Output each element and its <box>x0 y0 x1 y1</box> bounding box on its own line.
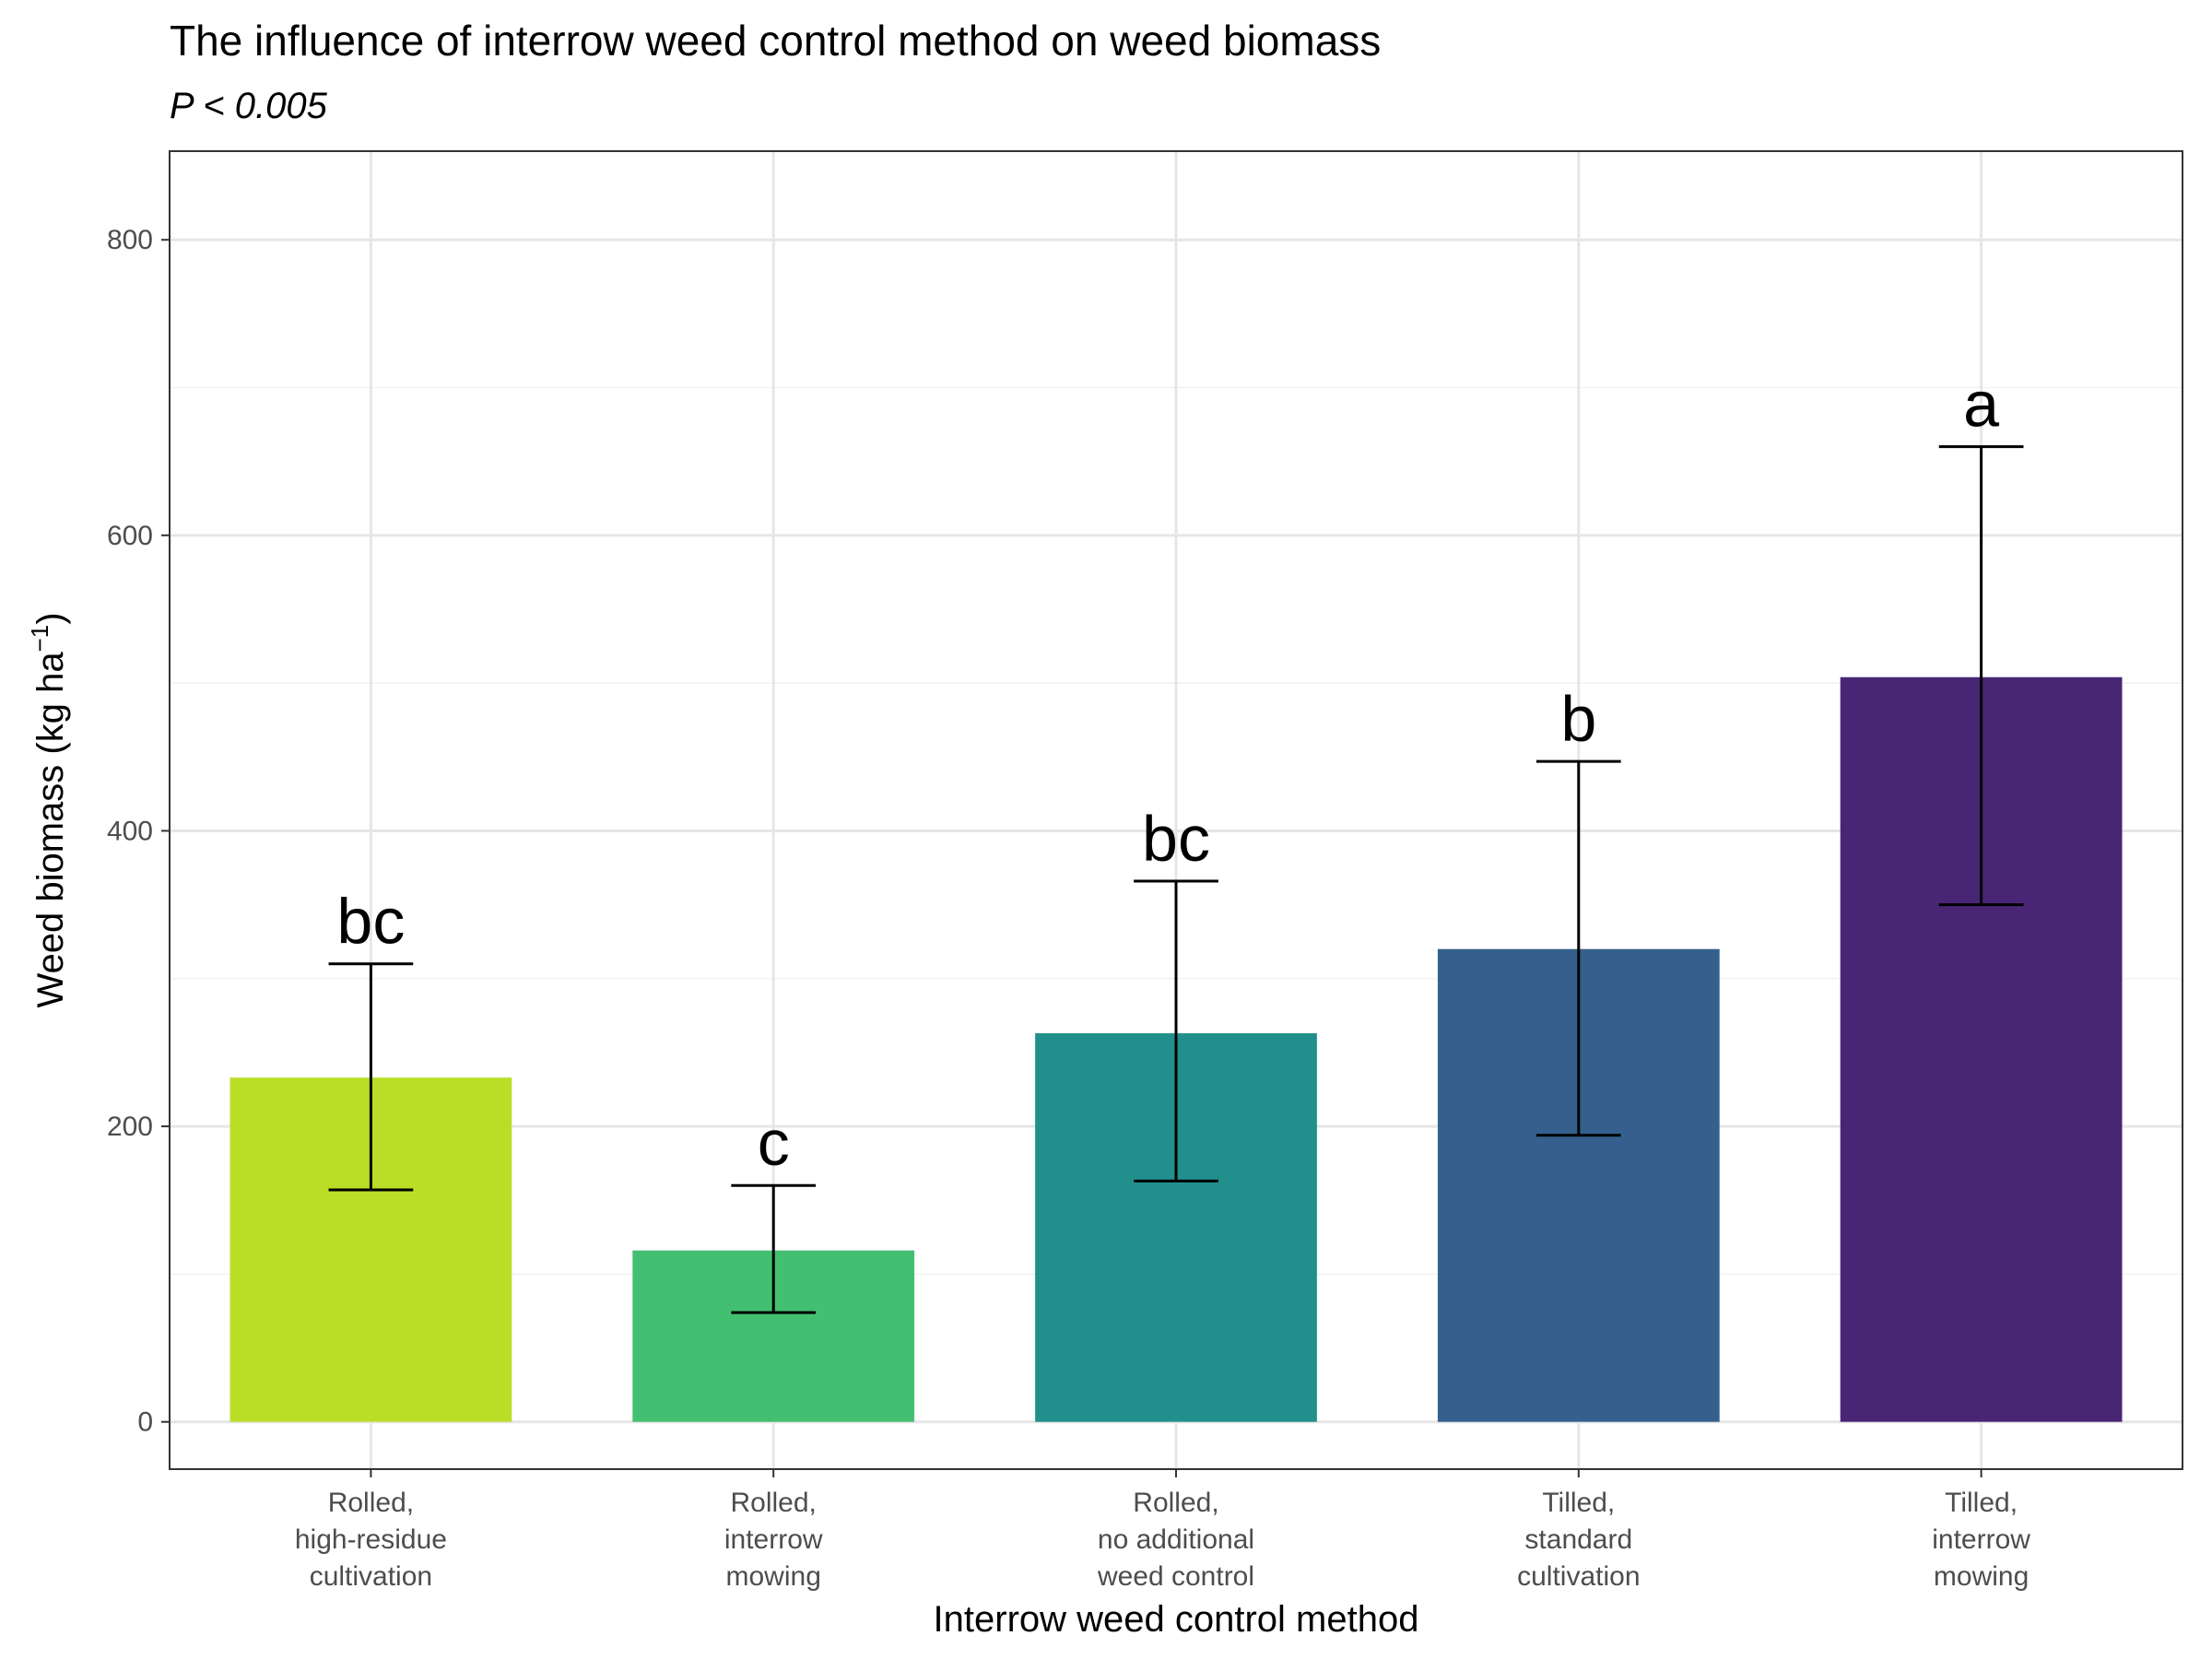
y-tick-label: 200 <box>107 1112 153 1142</box>
x-tick-label: Rolled, interrow mowing <box>724 1488 823 1592</box>
x-tick-label: Tilled, standard cultivation <box>1517 1488 1640 1592</box>
x-tick-label-line: no additional <box>1098 1524 1254 1555</box>
y-tick-label: 0 <box>137 1407 153 1438</box>
y-tick-label: 600 <box>107 521 153 551</box>
bars <box>229 677 2123 1422</box>
y-tick-label: 400 <box>107 816 153 846</box>
significance-label: c <box>758 1107 790 1179</box>
x-tick-label-line: cultivation <box>1517 1561 1640 1592</box>
significance-labels: bc c bc b a <box>336 369 1999 1180</box>
x-tick-label-line: mowing <box>726 1561 821 1592</box>
x-tick-label-line: interrow <box>724 1524 823 1555</box>
x-tick-label: Rolled, no additional weed control <box>1097 1488 1254 1592</box>
x-tick-label: Rolled, high-residue cultivation <box>295 1488 447 1592</box>
y-axis-title-close: ) <box>30 612 71 624</box>
x-tick-label-line: Rolled, <box>731 1488 817 1518</box>
x-tick-label-line: Rolled, <box>328 1488 414 1518</box>
x-tick-label-line: high-residue <box>295 1524 447 1555</box>
x-tick-label-line: standard <box>1524 1524 1632 1555</box>
significance-label: a <box>1963 369 1999 441</box>
x-tick-label-line: Tilled, <box>1542 1488 1615 1518</box>
x-tick-label-line: Tilled, <box>1945 1488 2018 1518</box>
y-axis-title-main: Weed biomass (kg ha <box>30 652 71 1008</box>
significance-label: bc <box>336 886 405 958</box>
x-tick-label-line: weed control <box>1097 1561 1254 1592</box>
x-tick-label-line: interrow <box>1932 1524 2030 1555</box>
x-axis-title: Interrow weed control method <box>934 1599 1419 1640</box>
y-axis: 0 200 400 600 800 <box>107 225 170 1438</box>
y-tick-label: 800 <box>107 225 153 255</box>
x-tick-label-line: cultivation <box>310 1561 432 1592</box>
error-bars <box>328 445 2024 1314</box>
x-tick-label: Tilled, interrow mowing <box>1932 1488 2030 1592</box>
x-axis: Rolled, high-residue cultivation Rolled, int… <box>295 1469 2030 1592</box>
significance-label: b <box>1560 683 1596 755</box>
y-axis-title: Weed biomass (kg ha−1) <box>26 612 71 1007</box>
x-tick-label-line: mowing <box>1934 1561 2029 1592</box>
y-axis-title-superscript: −1 <box>26 625 53 653</box>
chart-title: The influence of interrow weed control m… <box>170 17 1381 65</box>
chart-subtitle: P < 0.005 <box>170 86 328 126</box>
x-tick-label-line: Rolled, <box>1133 1488 1218 1518</box>
significance-label: bc <box>1142 803 1210 875</box>
